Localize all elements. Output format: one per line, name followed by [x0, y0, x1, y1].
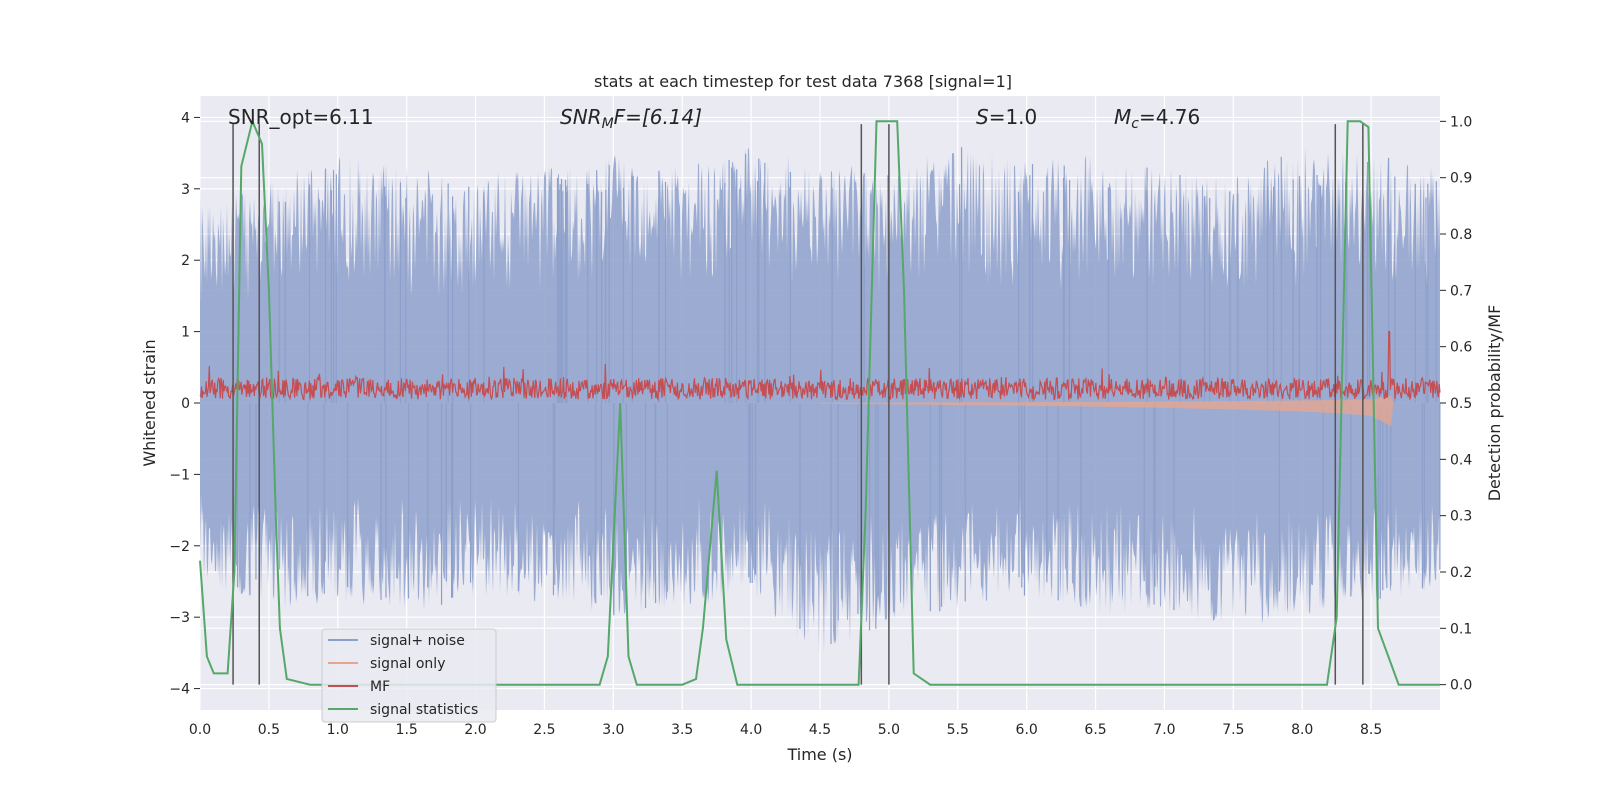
y-tick-label-left: −1 [169, 467, 190, 483]
annotation-snr-mf-base: SNR [560, 105, 602, 129]
x-tick-label: 5.5 [947, 722, 969, 738]
x-tick-label: 8.5 [1360, 722, 1382, 738]
x-tick-label: 2.5 [533, 722, 555, 738]
y-tick-label-left: −4 [169, 682, 190, 698]
x-tick-label: 8.0 [1291, 722, 1313, 738]
y-axis-ticks-right: 1.0 0.9 0.8 0.7 0.6 0.5 0.4 0.3 0.2 0.1 0.0 [1440, 114, 1472, 694]
y-tick-label-right: 0.7 [1450, 283, 1472, 299]
y-axis-label-left: Whitened strain [140, 339, 159, 466]
signal-statistics-series [199, 118, 1440, 686]
chart-title: stats at each timestep for test data 736… [594, 72, 1012, 91]
signal-noise-spikes [236, 147, 1441, 644]
y-tick-label-left: 3 [181, 182, 190, 198]
legend-box [321, 628, 497, 723]
y-tick-label-right: 0.8 [1450, 227, 1472, 243]
y-tick-label-right: 0.6 [1450, 340, 1472, 356]
signal-noise-series [200, 147, 1440, 656]
annotation-s-symbol: S [976, 105, 989, 129]
x-tick-label: 3.5 [671, 722, 693, 738]
y-tick-label-left: −2 [169, 539, 190, 555]
y-tick-label-right: 0.4 [1450, 452, 1472, 468]
annotation-snr-mf-sub: M [602, 116, 614, 132]
y-tick-label-left: 2 [181, 253, 190, 269]
annotation-s-value: =1.0 [989, 105, 1038, 129]
y-tick-label-right: 0.2 [1450, 565, 1472, 581]
annotation-mc-sub: c [1131, 116, 1139, 132]
y-tick-label-left: 1 [181, 325, 190, 341]
y-tick-label-left: 0 [181, 396, 190, 412]
x-tick-label: 3.0 [602, 722, 624, 738]
x-tick-label: 7.5 [1222, 722, 1244, 738]
x-tick-label: 0.0 [189, 722, 211, 738]
x-tick-label: 1.5 [396, 722, 418, 738]
annotation-mc-value: =4.76 [1139, 105, 1200, 129]
x-tick-label: 4.0 [740, 722, 762, 738]
x-tick-label: 4.5 [809, 722, 831, 738]
x-axis-ticks: 0.0 0.5 1.0 1.5 2.0 2.5 3.0 3.5 4.0 4.5 5.0 5.5 6.0 6… [189, 722, 1382, 738]
x-tick-label: 0.5 [258, 722, 280, 738]
legend-label-mf: MF [370, 679, 390, 695]
legend-label-signal-statistics: signal statistics [370, 702, 478, 718]
x-tick-label: 6.0 [1016, 722, 1038, 738]
legend-label-signal-noise: signal+ noise [370, 633, 465, 649]
signal-only-series [820, 396, 1394, 427]
y-tick-label-right: 0.3 [1450, 509, 1472, 525]
y-tick-label-right: 0.9 [1450, 171, 1472, 187]
annotation-snr-mf-rest: F=[6.14] [614, 105, 702, 129]
y-tick-label-right: 0.1 [1450, 621, 1472, 637]
annotation-mc: Mc=4.76 [1114, 105, 1200, 132]
annotation-s: S=1.0 [976, 105, 1037, 129]
x-tick-label: 6.5 [1084, 722, 1106, 738]
x-axis-label: Time (s) [786, 745, 852, 764]
y-tick-label-right: 1.0 [1450, 114, 1472, 130]
y-axis-label-right: Detection probability/MF [1485, 305, 1504, 502]
legend-label-signal-only: signal only [370, 656, 445, 672]
y-tick-label-left: 4 [181, 110, 190, 126]
annotation-mc-symbol: M [1114, 105, 1131, 129]
y-tick-label-right: 0.5 [1450, 396, 1472, 412]
annotation-snr-opt: SNR_opt=6.11 [228, 105, 374, 129]
mf-series [199, 331, 1441, 402]
x-tick-label: 2.0 [464, 722, 486, 738]
x-tick-label: 7.0 [1153, 722, 1175, 738]
y-tick-label-left: −3 [169, 610, 190, 626]
annotation-snr-mf: SNRMF=[6.14] [560, 105, 702, 132]
y-tick-label-right: 0.0 [1450, 678, 1472, 694]
legend: signal+ noise signal only MF signal stat… [321, 628, 497, 723]
x-tick-label: 5.0 [878, 722, 900, 738]
y-axis-ticks-left: 4 3 2 1 0 −1 −2 −3 −4 [169, 110, 200, 698]
x-tick-label: 1.0 [327, 722, 349, 738]
